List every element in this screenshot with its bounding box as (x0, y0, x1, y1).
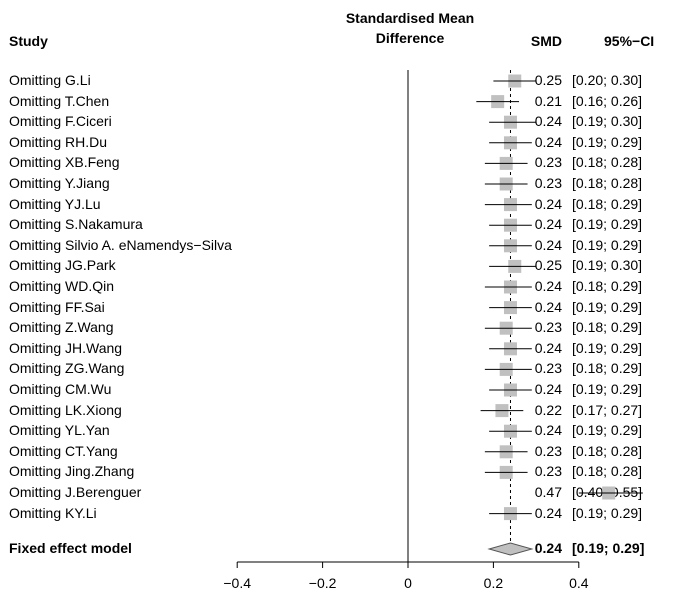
study-label: Omitting Silvio A. eNamendys−Silva (9, 236, 232, 253)
study-smd: 0.24 (534, 133, 562, 150)
study-label: Omitting LK.Xiong (9, 401, 122, 418)
header-effect-line1: Standardised Mean (345, 10, 475, 26)
study-label: Omitting F.Ciceri (9, 113, 112, 130)
study-smd: 0.24 (534, 339, 562, 356)
study-ci: [0.19; 0.29] (572, 236, 643, 253)
study-label: Omitting ZG.Wang (9, 360, 125, 377)
study-smd: 0.22 (534, 401, 562, 418)
study-label: Omitting T.Chen (9, 92, 110, 109)
study-ci: [0.20; 0.30] (572, 72, 643, 88)
study-smd: 0.24 (534, 298, 562, 315)
x-axis-tick-label: −0.4 (223, 575, 251, 591)
header-ci: 95%−CI (604, 33, 655, 49)
study-ci: [0.18; 0.28] (572, 175, 643, 191)
study-ci: [0.18; 0.29] (572, 319, 643, 336)
study-smd: 0.24 (534, 195, 562, 212)
study-ci: [0.17; 0.27] (572, 401, 643, 418)
study-smd: 0.24 (534, 278, 562, 294)
study-label: Omitting JG.Park (9, 257, 116, 274)
header-effect-line2: Difference (375, 30, 445, 46)
study-smd: 0.23 (534, 360, 562, 377)
study-smd: 0.23 (534, 154, 562, 171)
study-smd: 0.24 (534, 216, 562, 233)
study-smd: 0.24 (534, 422, 562, 439)
study-label: Omitting WD.Qin (9, 278, 115, 294)
study-ci: [0.18; 0.29] (572, 278, 643, 294)
study-label: Omitting CM.Wu (9, 381, 112, 397)
study-label: Omitting Z.Wang (9, 319, 114, 336)
study-ci: [0.19; 0.29] (572, 504, 643, 521)
study-smd: 0.24 (534, 113, 562, 130)
study-label: Omitting XB.Feng (9, 154, 120, 171)
study-label: Omitting YL.Yan (9, 422, 110, 439)
study-smd: 0.23 (534, 175, 562, 191)
study-smd: 0.23 (534, 442, 562, 459)
study-ci: [0.18; 0.28] (572, 442, 643, 459)
study-ci: [0.19; 0.29] (572, 133, 643, 150)
study-label: Omitting FF.Sai (9, 298, 105, 315)
x-axis-tick-label: 0.4 (569, 575, 589, 591)
study-ci: [0.19; 0.29] (572, 381, 643, 397)
study-ci: [0.19; 0.29] (572, 339, 643, 356)
study-label: Omitting Y.Jiang (9, 175, 110, 191)
study-label: Omitting RH.Du (9, 133, 108, 150)
study-ci: [0.18; 0.29] (572, 360, 643, 377)
study-label: Omitting KY.Li (9, 504, 97, 521)
study-ci: [0.18; 0.28] (572, 154, 643, 171)
study-smd: 0.24 (534, 504, 562, 521)
x-axis-tick-label: 0 (404, 575, 412, 591)
study-ci: [0.19; 0.29] (572, 216, 643, 233)
study-ci: [0.19; 0.29] (572, 298, 643, 315)
summary-ci: [0.19; 0.29] (572, 540, 645, 556)
study-ci: [0.19; 0.30] (572, 113, 643, 130)
study-smd: 0.24 (534, 236, 562, 253)
study-smd: 0.21 (534, 92, 562, 109)
study-smd: 0.25 (534, 257, 562, 274)
study-label: Omitting G.Li (9, 72, 91, 88)
study-smd: 0.23 (534, 463, 562, 480)
study-smd: 0.25 (534, 72, 562, 88)
study-ci: [0.19; 0.29] (572, 422, 643, 439)
header-study: Study (9, 33, 48, 49)
study-label: Omitting S.Nakamura (9, 216, 143, 233)
summary-label: Fixed effect model (9, 540, 132, 556)
study-smd: 0.23 (534, 319, 562, 336)
study-ci: [0.19; 0.30] (572, 257, 643, 274)
study-label: Omitting Jing.Zhang (9, 463, 135, 480)
study-label: Omitting J.Berenguer (9, 484, 142, 500)
study-label: Omitting YJ.Lu (9, 195, 101, 212)
header-smd: SMD (530, 33, 562, 49)
x-axis-tick-label: 0.2 (484, 575, 504, 591)
study-smd: 0.24 (534, 381, 562, 397)
x-axis-tick-label: −0.2 (309, 575, 337, 591)
study-smd: 0.47 (534, 484, 562, 500)
study-ci: [0.16; 0.26] (572, 92, 643, 109)
study-ci: [0.18; 0.29] (572, 195, 643, 212)
study-label: Omitting CT.Yang (9, 442, 118, 459)
summary-diamond (487, 542, 534, 556)
summary-smd: 0.24 (534, 540, 562, 556)
study-label: Omitting JH.Wang (9, 339, 123, 356)
study-ci: [0.18; 0.28] (572, 463, 643, 480)
